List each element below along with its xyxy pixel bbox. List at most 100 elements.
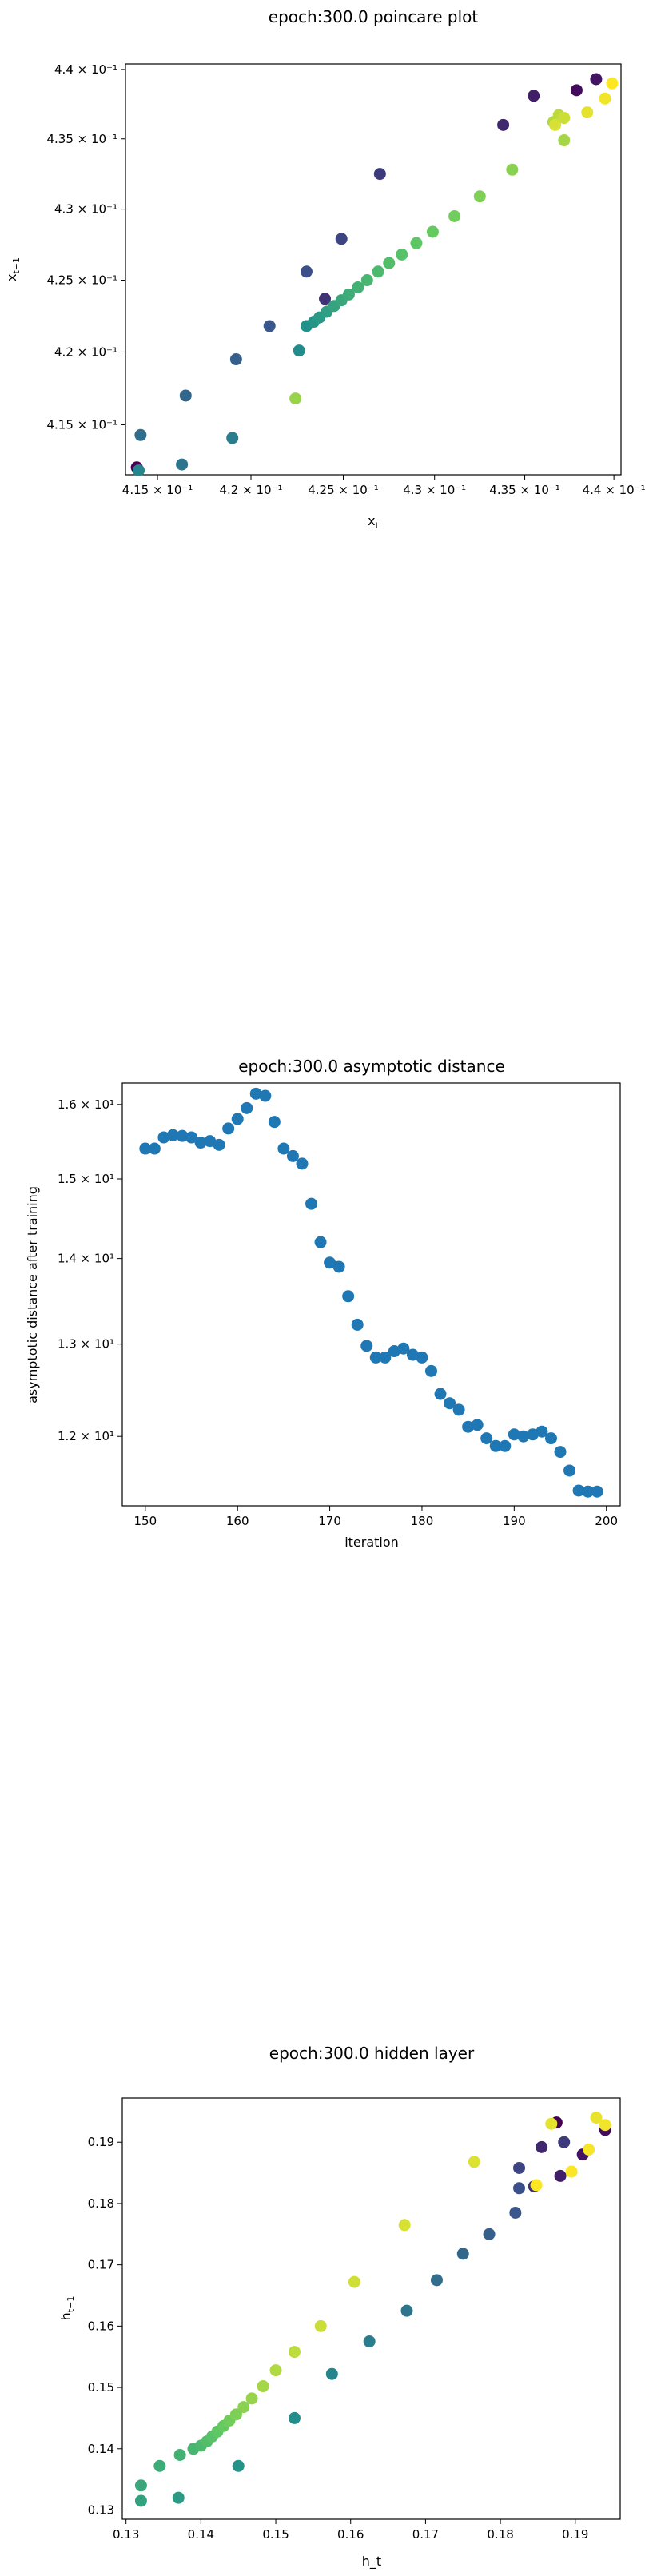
poincare-point xyxy=(300,265,313,278)
asymptotic-point xyxy=(332,1260,345,1273)
poincare-point xyxy=(134,428,147,441)
poincare-point xyxy=(133,464,145,476)
asymptotic-point xyxy=(241,1101,253,1114)
asymptotic-point xyxy=(424,1364,437,1377)
asymptotic-xtick-label: 200 xyxy=(595,1514,618,1528)
poincare-point xyxy=(473,190,486,203)
hidden-point xyxy=(325,2367,338,2380)
poincare-ytick-label: 4.2 × 10⁻¹ xyxy=(54,344,117,359)
poincare-point xyxy=(590,73,603,86)
hidden-point xyxy=(288,2411,301,2424)
poincare-point xyxy=(497,118,510,131)
asymptotic-point xyxy=(185,1131,198,1144)
asymptotic-point xyxy=(582,1485,595,1498)
hidden-point xyxy=(245,2392,258,2405)
hidden-ytick-label: 0.15 xyxy=(88,2380,114,2395)
poincare-point xyxy=(373,168,386,181)
asymptotic-points xyxy=(139,1087,603,1498)
asymptotic-point xyxy=(536,1425,548,1438)
hidden-point xyxy=(398,2219,411,2232)
asymptotic-point xyxy=(204,1135,217,1148)
poincare-xtick-label: 4.25 × 10⁻¹ xyxy=(308,483,379,497)
asymptotic-y-ticks: 1.2 × 10¹ 1.3 × 10¹ 1.4 × 10¹ 1.5 × 10¹ 1.6 … xyxy=(58,1097,122,1443)
asymptotic-point xyxy=(222,1122,235,1135)
asymptotic-point xyxy=(296,1157,309,1170)
hidden-point xyxy=(134,2479,147,2492)
hidden-point xyxy=(590,2112,603,2124)
asymptotic-point xyxy=(286,1149,299,1162)
asymptotic-ytick-label: 1.6 × 10¹ xyxy=(58,1097,114,1112)
hidden-point xyxy=(513,2182,526,2195)
asymptotic-point xyxy=(406,1348,419,1361)
asymptotic-point xyxy=(194,1137,207,1149)
poincare-point xyxy=(360,274,373,287)
poincare-point xyxy=(426,225,439,238)
hidden-layer-chart: epoch:300.0 hidden layer 0.13 0.14 0.15 0.1… xyxy=(58,2044,621,2570)
hidden-point xyxy=(237,2401,250,2414)
asymptotic-ytick-label: 1.3 × 10¹ xyxy=(58,1337,114,1352)
asymptotic-point xyxy=(360,1340,373,1352)
hidden-point xyxy=(269,2364,282,2377)
asymptotic-distance-chart: epoch:300.0 asymptotic distance 1.2 × 10… xyxy=(25,1057,621,1550)
asymptotic-point xyxy=(176,1129,189,1142)
asymptotic-point xyxy=(342,1290,355,1303)
poincare-point xyxy=(289,392,302,405)
asymptotic-point xyxy=(499,1439,512,1452)
asymptotic-title: epoch:300.0 asymptotic distance xyxy=(238,1057,505,1076)
asymptotic-point xyxy=(324,1256,336,1269)
asymptotic-point xyxy=(397,1342,410,1355)
poincare-point xyxy=(558,134,571,147)
poincare-point xyxy=(506,163,519,176)
asymptotic-point xyxy=(314,1236,327,1248)
poincare-point xyxy=(226,432,239,444)
asymptotic-point xyxy=(416,1351,428,1364)
poincare-point xyxy=(319,293,332,305)
hidden-y-label: ht−1 xyxy=(58,2296,76,2321)
asymptotic-point xyxy=(139,1142,152,1155)
poincare-point xyxy=(383,257,396,269)
poincare-point xyxy=(549,118,562,131)
hidden-xtick-label: 0.16 xyxy=(337,2527,364,2542)
asymptotic-xtick-label: 180 xyxy=(411,1514,434,1528)
hidden-xtick-label: 0.13 xyxy=(113,2527,139,2542)
poincare-point xyxy=(448,209,461,222)
hidden-points xyxy=(134,2112,611,2507)
asymptotic-axes-frame xyxy=(121,1082,621,1507)
asymptotic-point xyxy=(268,1116,281,1129)
hidden-point xyxy=(565,2165,578,2178)
hidden-point xyxy=(229,2408,242,2421)
asymptotic-xtick-label: 160 xyxy=(226,1514,249,1528)
asymptotic-xtick-label: 190 xyxy=(503,1514,526,1528)
hidden-ytick-label: 0.13 xyxy=(88,2502,114,2517)
hidden-point xyxy=(554,2169,567,2182)
hidden-point xyxy=(513,2161,526,2174)
poincare-point xyxy=(229,353,242,366)
poincare-point xyxy=(606,77,619,90)
hidden-point xyxy=(558,2136,571,2148)
hidden-point xyxy=(545,2117,558,2130)
hidden-point xyxy=(172,2491,185,2504)
hidden-point xyxy=(134,2494,147,2507)
poincare-ytick-label: 4.3 × 10⁻¹ xyxy=(54,202,117,217)
hidden-ytick-label: 0.17 xyxy=(88,2258,114,2272)
hidden-point xyxy=(583,2143,595,2156)
hidden-point xyxy=(400,2304,413,2317)
poincare-ytick-label: 4.4 × 10⁻¹ xyxy=(54,62,117,77)
poincare-xtick-label: 4.15 × 10⁻¹ xyxy=(122,483,193,497)
poincare-point xyxy=(581,106,594,119)
poincare-point xyxy=(599,92,611,105)
asymptotic-point xyxy=(462,1420,475,1433)
poincare-y-label: xt−1 xyxy=(4,257,22,281)
asymptotic-xtick-label: 150 xyxy=(134,1514,157,1528)
hidden-title: epoch:300.0 hidden layer xyxy=(269,2044,475,2063)
poincare-chart: epoch:300.0 poincare plot 4.15 × 10⁻¹ 4.2… xyxy=(4,7,646,531)
asymptotic-point xyxy=(480,1432,493,1445)
asymptotic-point xyxy=(379,1351,392,1364)
hidden-xtick-label: 0.14 xyxy=(188,2527,214,2542)
asymptotic-point xyxy=(259,1089,272,1102)
hidden-point xyxy=(363,2335,376,2348)
asymptotic-point xyxy=(434,1388,447,1400)
hidden-point xyxy=(430,2274,443,2287)
poincare-point xyxy=(410,237,423,249)
